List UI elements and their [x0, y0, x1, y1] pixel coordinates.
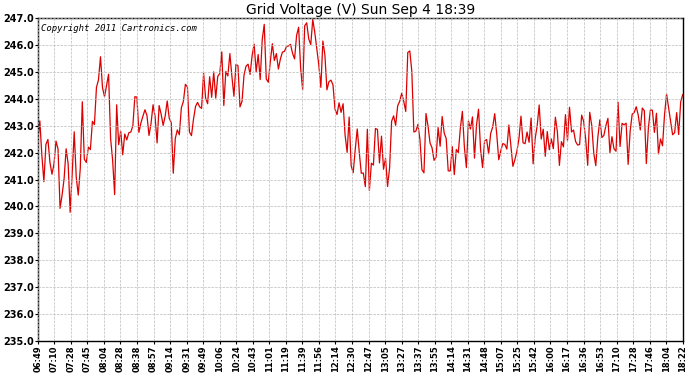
- Title: Grid Voltage (V) Sun Sep 4 18:39: Grid Voltage (V) Sun Sep 4 18:39: [246, 3, 475, 17]
- Text: Copyright 2011 Cartronics.com: Copyright 2011 Cartronics.com: [41, 24, 197, 33]
